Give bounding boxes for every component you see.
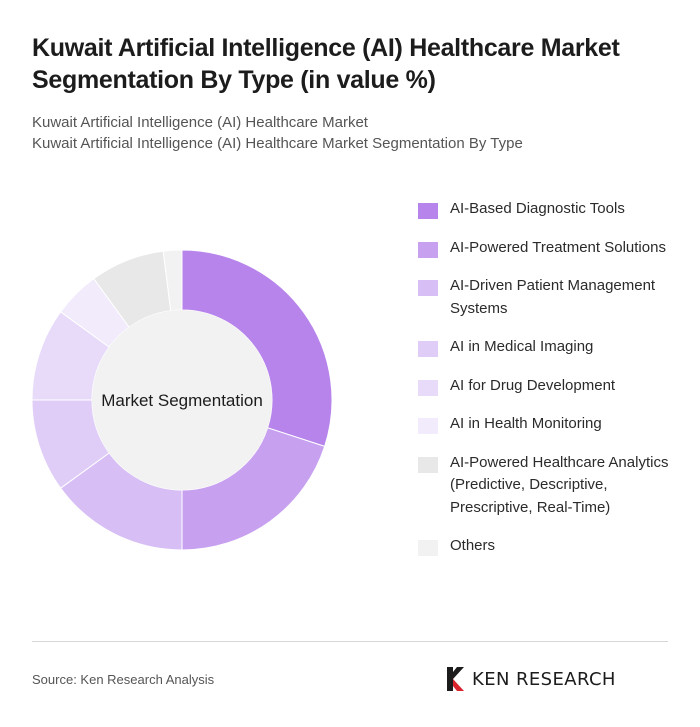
legend-swatch (418, 540, 438, 556)
chart-title: Kuwait Artificial Intelligence (AI) Heal… (32, 34, 620, 94)
legend-label: AI-Based Diagnostic Tools (450, 200, 625, 217)
legend-item: AI-Powered Treatment Solutions (418, 237, 680, 260)
legend-label: AI in Medical Imaging (450, 338, 594, 355)
subtitle-line-2: Kuwait Artificial Intelligence (AI) Heal… (32, 135, 523, 152)
legend-label: AI for Drug Development (450, 376, 616, 394)
legend-label: AI-Driven Patient Management Systems (450, 277, 656, 317)
legend-swatch (418, 241, 438, 258)
legend-item: AI-Driven Patient Management Systems (418, 275, 680, 320)
footer-divider (32, 641, 668, 642)
donut-center-label: Market Segmentation (101, 391, 263, 410)
subtitle-line-1: Kuwait Artificial Intelligence (AI) Heal… (32, 114, 368, 131)
legend-swatch (418, 418, 438, 434)
chart-subtitle: Kuwait Artificial Intelligence (AI) Heal… (32, 112, 672, 154)
legend-swatch (418, 280, 438, 296)
legend-label: Others (450, 537, 496, 554)
brand-name: KEN RESEARCH (472, 668, 616, 690)
legend-swatch (418, 379, 438, 396)
donut-slices (31, 249, 333, 551)
legend-swatch (418, 341, 438, 357)
legend-swatch (418, 456, 438, 473)
legend-item: AI-Based Diagnostic Tools (418, 198, 680, 221)
donut-chart-svg: Market Segmentation (31, 249, 333, 551)
ken-logo-icon (447, 667, 464, 691)
legend-item: AI in Medical Imaging (418, 336, 680, 359)
donut-chart: Market Segmentation (30, 248, 334, 552)
chart-legend: AI-Based Diagnostic Tools AI-Powered Trea… (418, 198, 680, 558)
legend-label: AI-Powered Treatment Solutions (450, 238, 666, 256)
legend-swatch (418, 203, 438, 219)
source-note: Source: Ken Research Analysis (32, 672, 215, 687)
legend-label: AI-Powered Healthcare Analytics (Predict… (450, 453, 669, 516)
donut-hole (92, 310, 272, 490)
legend-item: Others (418, 535, 680, 558)
brand-logo: KEN RESEARCH (446, 665, 616, 693)
legend-item: AI-Powered Healthcare Analytics (Predict… (418, 452, 680, 520)
legend-label: AI in Health Monitoring (450, 415, 602, 432)
legend-item: AI for Drug Development (418, 375, 680, 398)
legend-item: AI in Health Monitoring (418, 413, 680, 436)
